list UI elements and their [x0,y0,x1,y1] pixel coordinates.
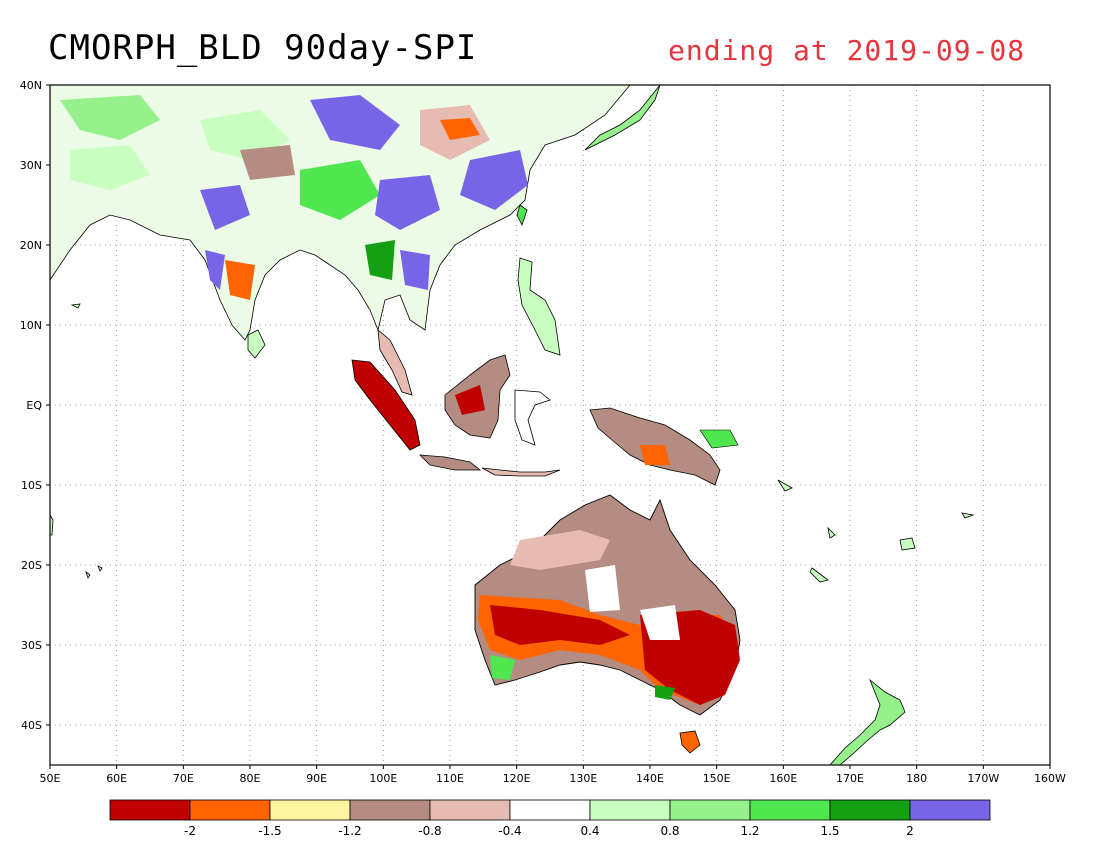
map-frame [49,84,1051,766]
y-tick-label: 20N [20,239,42,252]
map-subtitle: ending at 2019-09-08 [668,34,1026,67]
srilanka-landmass [247,329,266,359]
x-tick-label: 70E [173,772,194,785]
colorbar-segment [189,799,271,821]
colorbar-label: -2 [184,824,196,838]
y-tick-label: 10N [20,319,42,332]
x-tick-label: 80E [240,772,261,785]
colorbar-segment [429,799,511,821]
malaya-landmass [377,329,413,396]
sunda-islands [481,467,561,477]
colorbar-label: 0.8 [660,824,679,838]
java-landmass [418,454,482,471]
colorbar-label: 1.2 [740,824,759,838]
sumatra-landmass [351,359,421,451]
x-tick-label: 110E [436,772,464,785]
colorbar-label: 2 [906,824,914,838]
colorbar-segment [589,799,671,821]
y-tick-label: 30S [21,639,42,652]
colorbar-label: -0.4 [498,824,521,838]
x-tick-label: 100E [369,772,397,785]
colorbar-label: -1.5 [258,824,281,838]
colorbar-segment [109,799,191,821]
x-tick-label: 170W [967,772,999,785]
y-axis-ticks: 40N 30N 20N 10N EQ 10S 20S 30S 40S [20,79,50,732]
y-tick-label: 10S [21,479,42,492]
colorbar-segment [269,799,351,821]
x-tick-label: 140E [636,772,664,785]
colorbar-segment [669,799,751,821]
philippines-landmass [517,257,561,356]
x-tick-label: 170E [836,772,864,785]
x-tick-label: 180 [906,772,927,785]
y-tick-label: 40S [21,719,42,732]
japan-landmass [584,85,661,151]
colorbar-label: -0.8 [418,824,441,838]
y-tick-label: 30N [20,159,42,172]
x-tick-label: 160E [769,772,797,785]
tasmania-landmass [679,730,701,754]
x-tick-label: 120E [503,772,531,785]
y-tick-label: EQ [26,399,42,412]
asia-landmass [50,85,631,341]
x-tick-label: 160W [1034,772,1066,785]
map-title: CMORPH_BLD 90day-SPI [48,28,478,68]
y-tick-label: 20S [21,559,42,572]
colorbar-label: 0.4 [580,824,599,838]
x-axis-ticks: 50E 60E 70E 80E 90E 100E 110E 120E 130E 140E 150E 1… [40,765,1066,785]
x-tick-label: 50E [40,772,61,785]
colorbar-segment [909,799,991,821]
australia-landmass [474,494,741,716]
west-islands [50,303,103,579]
colorbar-segment [509,799,591,821]
x-tick-label: 90E [306,772,327,785]
colorbar-segment [749,799,831,821]
x-tick-label: 130E [569,772,597,785]
colorbar-label: 1.5 [820,824,839,838]
x-tick-label: 60E [106,772,127,785]
sulawesi-landmass [514,389,551,446]
colorbar-segment [349,799,431,821]
colorbar-label: -1.2 [338,824,361,838]
taiwan-landmass [516,204,528,227]
colorbar [109,799,991,821]
pacific-islands [777,479,975,583]
colorbar-segment [829,799,911,821]
newzealand-landmass [829,678,906,765]
y-tick-label: 40N [20,79,42,92]
colorbar-labels: -2 -1.5 -1.2 -0.8 -0.4 0.4 0.8 1.2 1.5 2 [184,824,914,838]
x-tick-label: 150E [703,772,731,785]
